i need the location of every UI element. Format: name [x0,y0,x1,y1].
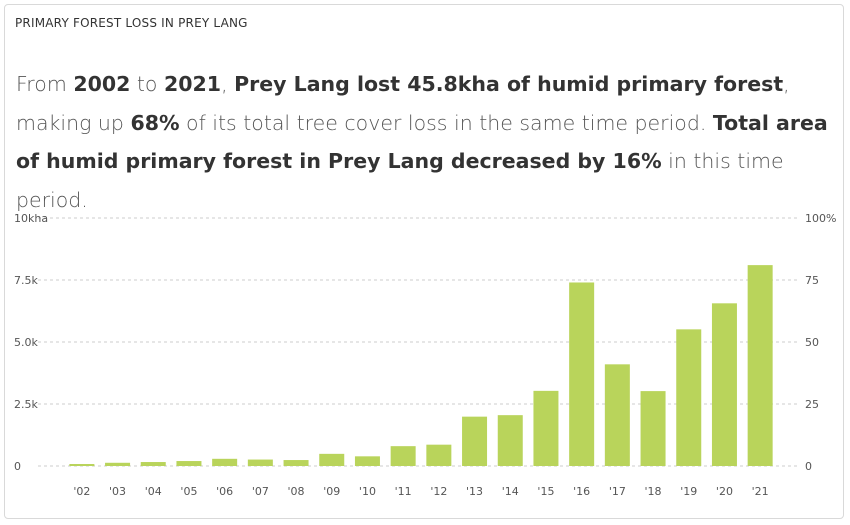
bar [105,462,131,466]
sentence-text: in this time period. [16,149,784,212]
bar [212,458,238,466]
y-tick-label: 7.5k [14,274,38,287]
y2-tick-label: 75 [805,274,819,287]
bar [497,415,523,466]
bar [640,391,666,466]
x-tick-label: '16 [573,485,590,498]
y-tick-label: 5.0k [14,336,38,349]
bar [711,303,737,466]
bar [69,464,95,466]
bar [247,459,273,466]
x-tick-label: '03 [109,485,126,498]
sentence-text: , making up [16,72,790,135]
summary-sentence: From 2002 to 2021, Prey Lang lost 45.8kh… [16,65,836,219]
bar [319,453,345,466]
x-tick-label: '20 [716,485,733,498]
y2-tick-label: 0 [805,460,812,473]
bar [676,329,702,466]
x-tick-label: '06 [216,485,233,498]
x-tick-label: '10 [359,485,376,498]
bar [604,364,630,466]
bar [140,462,166,466]
y2-tick-label: 50 [805,336,819,349]
end-year: 2021 [164,72,222,96]
loss-phrase: Prey Lang lost 45.8kha of humid primary … [234,72,784,96]
x-tick-label: '21 [752,485,769,498]
decrease-phrase: Total area of humid primary forest in Pr… [16,110,828,174]
x-tick-label: '07 [252,485,269,498]
y2-tick-label: 100% [805,212,836,225]
y2-tick-label: 25 [805,398,819,411]
start-year: 2002 [73,72,131,96]
widget-title: PRIMARY FOREST LOSS IN PREY LANG [15,16,248,30]
x-tick-label: '11 [395,485,412,498]
bar [390,446,416,466]
forest-loss-widget: PRIMARY FOREST LOSS IN PREY LANG From 20… [4,4,844,519]
x-tick-label: '09 [323,485,340,498]
bar [462,416,488,466]
bar [426,444,452,466]
x-tick-label: '13 [466,485,483,498]
sentence-text: to [130,72,164,96]
x-tick-label: '14 [502,485,519,498]
x-tick-label: '19 [680,485,697,498]
sentence-text: From [16,72,74,96]
x-tick-label: '15 [537,485,554,498]
x-tick-label: '08 [288,485,305,498]
x-tick-label: '18 [645,485,662,498]
sentence-text: , [221,72,235,96]
x-tick-label: '04 [145,485,162,498]
x-tick-label: '17 [609,485,626,498]
bar [533,390,559,466]
y-tick-label: 2.5k [14,398,38,411]
x-tick-label: '05 [180,485,197,498]
x-tick-label: '12 [430,485,447,498]
bar [569,282,595,466]
bar [283,460,309,466]
loss-share: 68% [130,110,180,135]
y-tick-label: 10kha [14,212,48,225]
x-tick-label: '02 [73,485,90,498]
bar [747,265,773,466]
y-tick-label: 0 [14,460,21,473]
bar [176,461,202,466]
sentence-text: of its total tree cover loss in the same… [179,110,713,135]
bar [354,456,380,466]
